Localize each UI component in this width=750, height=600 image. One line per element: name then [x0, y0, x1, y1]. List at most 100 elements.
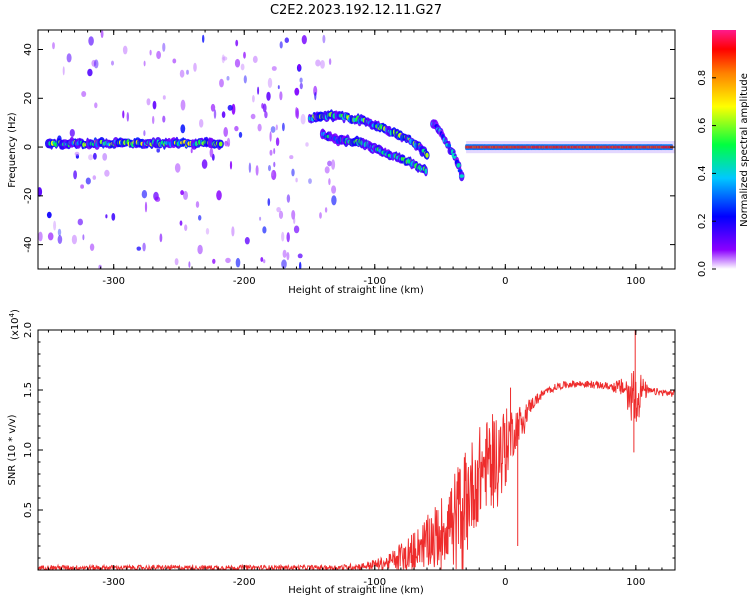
spectrogram-noise-cell: [179, 69, 185, 78]
spectrogram-noise-cell: [240, 63, 245, 71]
colorbar-label: Normalized spectral amplitude: [739, 73, 750, 227]
spectrogram-noise-cell: [328, 178, 331, 186]
spectrogram-noise-cell: [271, 171, 274, 177]
spectrogram-noise-cell: [57, 235, 63, 244]
spectrogram-noise-cell: [252, 95, 255, 103]
spectrogram-y-label: Frequency (Hz): [7, 112, 18, 188]
spectrogram-noise-cell: [252, 55, 258, 64]
spectrogram-noise-cell: [152, 100, 157, 110]
spectrogram-noise-cell: [244, 237, 250, 245]
spectrogram-noise-cell: [174, 258, 179, 266]
spectrogram-noise-cell: [82, 234, 85, 241]
spectrogram-noise-cell: [291, 168, 295, 177]
spectrogram-noise-cell: [66, 53, 72, 63]
spectrogram-noise-cell: [149, 49, 152, 56]
colorbar-tick-label: 0.2: [697, 213, 708, 229]
spectrogram-noise-cell: [92, 175, 97, 180]
spectrogram-noise-cell: [85, 177, 91, 185]
spectrogram-noise-cell: [301, 35, 307, 45]
spectrogram-noise-cell: [313, 85, 318, 96]
spectrogram-noise-cell: [53, 220, 57, 231]
spectrogram-noise-cell: [234, 58, 241, 68]
spectrogram-noise-cell: [77, 218, 84, 226]
spectrogram-y-tick-label: -20: [23, 188, 34, 204]
spectrogram-noise-cell: [257, 86, 260, 95]
spectrogram-noise-cell: [231, 226, 235, 237]
spectrogram-noise-cell: [273, 161, 276, 168]
spectrogram-noise-cell: [273, 148, 276, 155]
spectrogram-noise-cell: [248, 162, 252, 173]
spectrogram-noise-cell: [143, 130, 146, 137]
snr-y-tick-label: 1.5: [23, 382, 34, 398]
spectrogram-noise-cell: [243, 75, 247, 84]
ridge-cell-lower-branch: [424, 168, 428, 174]
spectrogram-noise-cell: [102, 153, 108, 161]
spectrogram-noise-cell: [282, 122, 285, 132]
spectrogram-x-tick-label: -300: [102, 276, 125, 287]
snr-y-scale: (x104): [8, 309, 21, 340]
spectrogram-noise-cell: [268, 165, 271, 172]
snr-series-line: [38, 370, 675, 570]
spectrogram-noise-cell: [320, 60, 325, 69]
spectrogram-noise-cell: [225, 257, 231, 264]
spectrogram-noise-cell: [235, 257, 241, 268]
spectrogram-noise-cell: [94, 102, 98, 109]
spectrogram-noise-cell: [141, 190, 148, 199]
spectrogram-noise-cell: [243, 51, 246, 59]
snr-y-tick-label: 2.0: [23, 322, 34, 338]
spectrogram-noise-cell: [314, 92, 317, 101]
spectrogram-x-label: Height of straight line (km): [288, 285, 424, 296]
snr-y-axis: 0.5 1.0 1.5 2.0: [23, 322, 675, 559]
spectrogram-noise-cell: [152, 115, 155, 125]
spectrogram-noise-cell: [286, 232, 290, 243]
spectrogram-noise-cell: [284, 37, 289, 43]
snr-x-tick-label: 0: [502, 577, 508, 588]
snr-line-plot: [38, 330, 675, 570]
spectrogram-noise-cell: [305, 142, 309, 147]
spectrogram-noise-cell: [278, 210, 284, 219]
spectrogram-noise-cell: [276, 207, 281, 213]
spectrogram-x-axis: -300 -200 -100 0 100: [47, 30, 676, 287]
spectrogram-noise-cell: [257, 123, 262, 132]
spectrogram-noise-cell: [331, 195, 337, 206]
spectrogram-noise-cell: [308, 178, 312, 184]
spectrogram-noise-cell: [52, 42, 55, 50]
spectrogram-noise-cell: [221, 111, 226, 118]
spectrogram-noise-cell: [46, 211, 52, 219]
spectrogram-noise-cell: [143, 60, 146, 67]
spectrogram-noise-cell: [93, 152, 97, 160]
snr-y-label: SNR (10 * v/v): [7, 414, 18, 485]
spectrogram-noise-cell: [156, 148, 160, 153]
spectrogram-noise-cell: [264, 111, 268, 119]
spectrogram-noise-cell: [93, 59, 99, 69]
spectrogram-y-tick-label: 40: [23, 43, 34, 56]
spectrogram-noise-cell: [198, 215, 202, 221]
spectrogram-noise-cell: [293, 225, 300, 234]
spectrogram-noise-cell: [38, 187, 43, 197]
spectrogram-frame: [37, 29, 676, 270]
spectrogram-noise-cell: [277, 85, 280, 90]
spectrogram-noise-cell: [100, 30, 104, 38]
spectrogram-noise-cell: [122, 45, 128, 55]
snr-y-tick-label: 0.5: [23, 502, 34, 518]
ridge-cell-upper-branch: [425, 152, 429, 158]
spectrogram-noise-cell: [142, 242, 146, 252]
spectrogram-noise-cell: [190, 148, 193, 154]
spectrogram-noise-cell: [229, 160, 233, 170]
spectrogram-noise-cell: [275, 124, 278, 131]
spectrogram-noise-cell: [122, 110, 125, 119]
spectrogram-noise-cell: [299, 261, 302, 269]
spectrogram-noise-cell: [223, 127, 228, 137]
spectrogram-noise-cell: [266, 91, 271, 101]
spectrogram-noise-cell: [297, 63, 301, 71]
spectrogram-noise-cell: [69, 129, 75, 137]
spectrogram-noise-cell: [235, 39, 239, 47]
spectrogram-noise-cell: [205, 228, 210, 235]
spectrogram-noise-cell: [74, 151, 80, 156]
spectrogram-noise-cell: [250, 113, 256, 120]
spectrogram-noise-cell: [289, 155, 294, 160]
snr-x-axis: -300 -200 -100 0 100: [47, 330, 676, 588]
spectrogram-noise-cell: [88, 36, 94, 46]
spectrogram-noise-cell: [172, 58, 177, 64]
spectrogram-noise-cell: [73, 170, 77, 180]
